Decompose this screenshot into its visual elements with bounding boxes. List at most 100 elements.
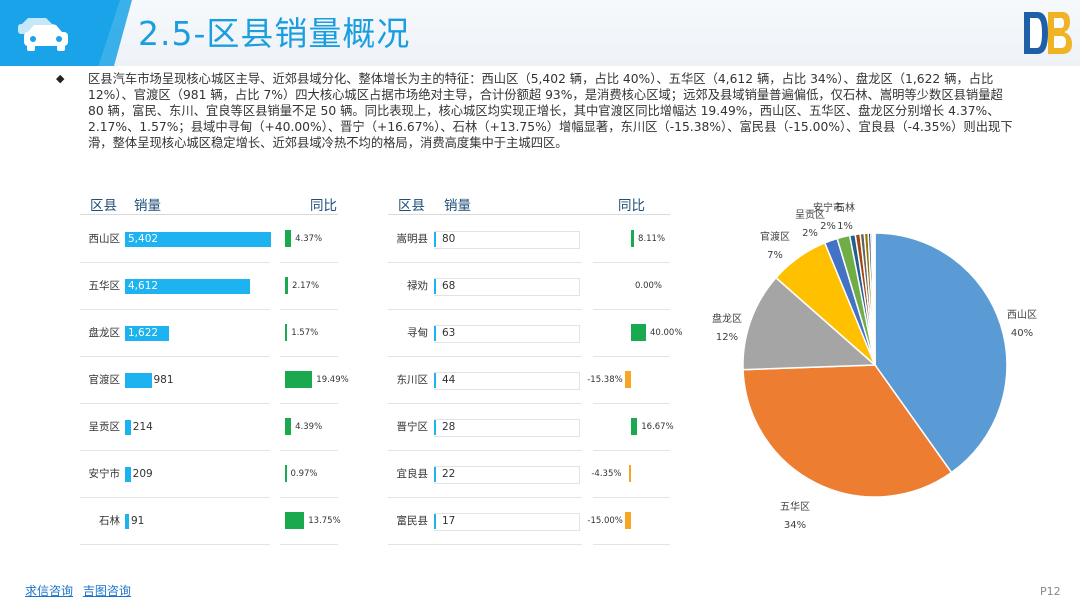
row-divider	[80, 262, 270, 263]
row-divider	[593, 309, 670, 310]
yoy-bar	[629, 465, 631, 482]
yoy-value: 1.57%	[291, 328, 319, 338]
yoy-value: 13.75%	[308, 516, 341, 526]
yoy-bar	[631, 230, 635, 247]
yoy-bar	[285, 418, 292, 435]
sales-bar	[125, 467, 131, 482]
table-row: 嵩明县 80 8.11%	[388, 216, 670, 263]
sales-bar	[125, 514, 129, 529]
pie-percent-label: 2%	[802, 228, 818, 239]
sales-bar	[434, 373, 436, 388]
row-divider	[388, 356, 582, 357]
table-row: 富民县 17 -15.00%	[388, 498, 670, 545]
yoy-bar	[631, 324, 646, 341]
sales-track	[434, 466, 580, 484]
row-divider	[280, 356, 338, 357]
sales-bar	[434, 514, 436, 529]
row-divider	[80, 403, 270, 404]
header-background	[0, 0, 1080, 66]
table-row: 石林 91 13.75%	[80, 498, 341, 545]
table-row: 晋宁区 28 16.67%	[388, 404, 674, 451]
table-row: 东川区 44 -15.38%	[388, 357, 670, 404]
yoy-value: 16.67%	[641, 422, 674, 432]
table-row: 寻甸 63 40.00%	[388, 310, 682, 357]
district-name: 东川区	[396, 374, 429, 386]
district-name: 西山区	[88, 233, 121, 245]
sales-bar	[434, 467, 436, 482]
row-divider	[388, 544, 582, 545]
row-divider	[593, 403, 670, 404]
sales-track	[434, 513, 580, 531]
yoy-bar	[285, 230, 292, 247]
yoy-value: 0.97%	[290, 469, 318, 479]
header-sales: 销量	[444, 198, 471, 214]
header-district: 区县	[90, 198, 117, 214]
table-row: 五华区 4,612 2.17%	[80, 263, 338, 310]
yoy-value: 40.00%	[650, 328, 683, 338]
sales-value: 91	[131, 515, 145, 527]
header: 2.5-区县销量概况	[0, 0, 1080, 66]
header-yoy: 同比	[310, 198, 337, 214]
yoy-bar	[285, 371, 313, 388]
yoy-value: -15.38%	[587, 375, 623, 385]
sales-value: 981	[153, 374, 174, 386]
sales-bar	[125, 373, 152, 388]
district-name: 富民县	[396, 515, 429, 527]
pie-percent-label: 2%	[820, 221, 836, 232]
sales-track	[434, 372, 580, 390]
sales-value: 1,622	[128, 327, 159, 339]
row-divider	[593, 262, 670, 263]
pie-percent-label: 7%	[767, 250, 783, 261]
sales-value: 28	[442, 421, 456, 433]
pie-slice	[742, 276, 877, 371]
row-divider	[280, 309, 338, 310]
row-divider	[280, 262, 338, 263]
district-name: 寻甸	[407, 327, 428, 339]
yoy-value: 4.37%	[295, 234, 323, 244]
pie-label: 安宁市	[813, 201, 843, 214]
table-row: 禄劝 68 0.00%	[388, 263, 670, 310]
row-divider	[388, 497, 582, 498]
row-divider	[80, 356, 270, 357]
summary-text: 区县汽车市场呈现核心城区主导、近郊县域分化、整体增长为主的特征：西山区（5,40…	[88, 72, 1013, 150]
sales-track	[434, 278, 580, 296]
table-row: 宜良县 22 -4.35%	[388, 451, 670, 498]
sales-value: 17	[442, 515, 456, 527]
district-name: 呈贡区	[88, 421, 121, 433]
row-divider	[593, 450, 670, 451]
table-row: 官渡区 981 19.49%	[80, 357, 349, 404]
table-header: 区县 销量 同比	[80, 192, 338, 215]
district-name: 石林	[99, 515, 120, 527]
sales-value: 68	[442, 280, 456, 292]
pie-label: 呈贡区	[795, 209, 825, 221]
district-name: 安宁市	[88, 468, 121, 480]
pie-label: 官渡区	[760, 230, 790, 243]
district-name: 官渡区	[88, 374, 121, 386]
header-yoy: 同比	[618, 198, 645, 214]
yoy-value: 8.11%	[638, 234, 666, 244]
sales-track	[434, 231, 580, 249]
yoy-value: -4.35%	[591, 469, 622, 479]
table-row: 安宁市 209 0.97%	[80, 451, 338, 498]
district-name: 嵩明县	[396, 233, 429, 245]
page-title: 2.5-区县销量概况	[138, 14, 411, 53]
footer-link-jitu[interactable]: 吉图咨询	[82, 584, 131, 598]
yoy-bar	[285, 512, 305, 529]
row-divider	[388, 403, 582, 404]
sales-value: 63	[442, 327, 456, 339]
pie-percent-label: 34%	[784, 520, 806, 531]
sales-value: 5,402	[128, 233, 159, 245]
row-divider	[280, 450, 338, 451]
yoy-value: -15.00%	[587, 516, 623, 526]
yoy-value: 4.39%	[295, 422, 323, 432]
footer-link-qiuxin[interactable]: 求信咨询	[25, 584, 74, 598]
sales-value: 44	[442, 374, 456, 386]
pie-label: 盘龙区	[712, 312, 742, 325]
yoy-bar	[285, 465, 287, 482]
bullet-icon: ◆	[56, 72, 65, 85]
sales-bar	[125, 420, 131, 435]
table-row: 呈贡区 214 4.39%	[80, 404, 338, 451]
sales-track	[434, 419, 580, 437]
sales-value: 80	[442, 233, 456, 245]
row-divider	[80, 497, 270, 498]
